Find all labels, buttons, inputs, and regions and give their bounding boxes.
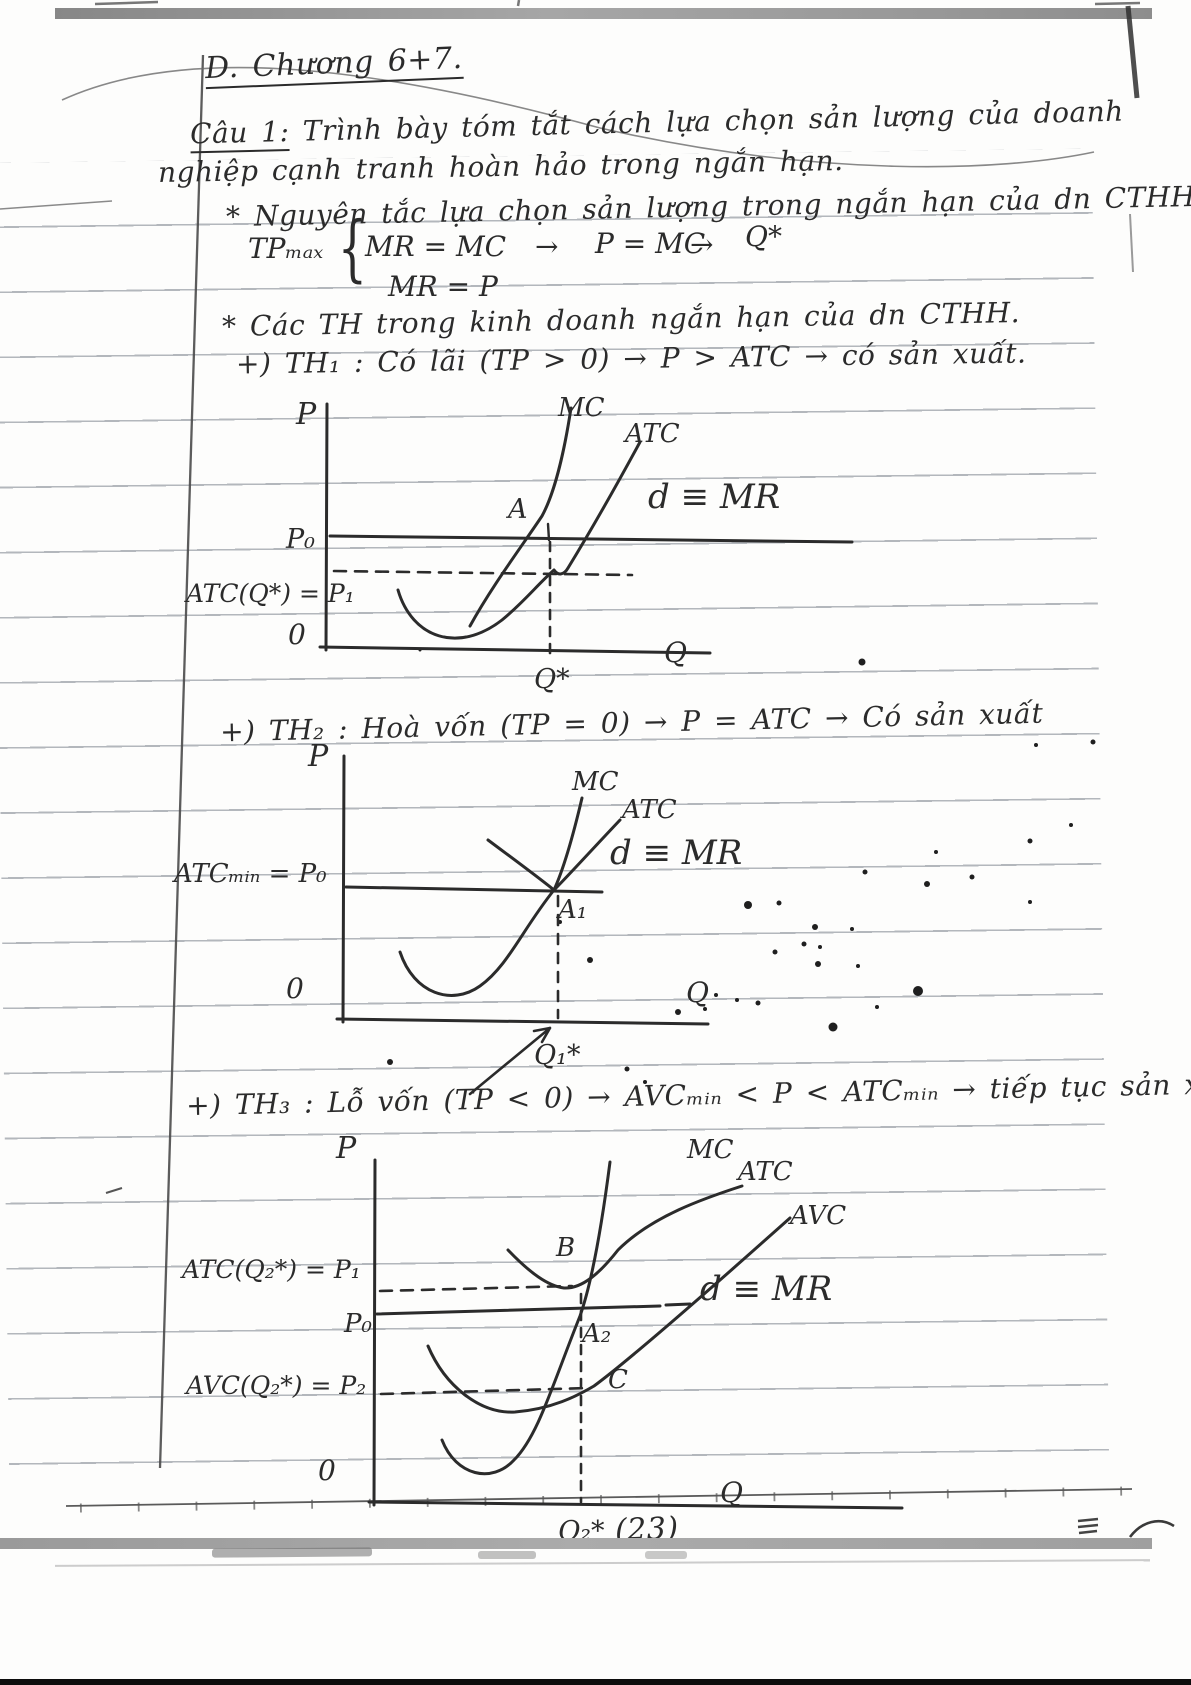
p2-dashed-line bbox=[379, 1386, 592, 1396]
p0-label: P₀ bbox=[285, 524, 315, 555]
scan-top-edge bbox=[55, 8, 1152, 19]
x-axis-label: Q bbox=[664, 636, 687, 669]
mc-curve bbox=[468, 406, 573, 628]
origin-label: 0 bbox=[318, 1454, 336, 1487]
atc-curve bbox=[486, 818, 622, 892]
atc-label: ATC bbox=[620, 795, 677, 825]
case2-chart: P MC ATC d ≡ MR ATCₘᵢₙ = P₀ A₁ 0 Q₁* Q bbox=[172, 739, 742, 1096]
origin-label: 0 bbox=[286, 972, 304, 1005]
scan-bottom-edge bbox=[0, 1538, 1152, 1549]
y-axis-label: P bbox=[307, 739, 329, 774]
binding-ticks bbox=[79, 1486, 1129, 1513]
demand-label: d ≡ MR bbox=[610, 833, 742, 873]
page-top-curve bbox=[61, 66, 1095, 168]
avc-price-label: AVC(Q₂*) = P₂ bbox=[184, 1371, 366, 1400]
y-axis bbox=[341, 754, 346, 1024]
mc-curve bbox=[440, 1160, 612, 1476]
tp-max: TPₘₐₓ bbox=[248, 232, 324, 265]
stray-pen-dash bbox=[105, 1187, 123, 1194]
p1-dashed-line bbox=[378, 1284, 574, 1293]
p0-label: P₀ bbox=[343, 1309, 372, 1339]
x-axis-label: Q bbox=[686, 976, 709, 1009]
annotation-arrow bbox=[468, 1026, 552, 1096]
point-a1-label: A₁ bbox=[556, 895, 587, 925]
page-curl-mark bbox=[1128, 1520, 1175, 1538]
avc-label: AVC bbox=[788, 1201, 846, 1231]
atc-price-label: ATC(Q₂*) = P₁ bbox=[180, 1255, 361, 1284]
ink-splatter bbox=[387, 648, 1096, 1084]
x-axis-label: Q bbox=[720, 1476, 743, 1509]
brace: { bbox=[337, 207, 368, 291]
x-axis bbox=[367, 1500, 904, 1510]
left-edge-line bbox=[0, 200, 113, 210]
demand-label: d ≡ MR bbox=[700, 1269, 832, 1309]
origin-label: 0 bbox=[288, 618, 306, 651]
case1-chart: P MC ATC d ≡ MR P₀ ATC(Q*) = P₁ A 0 Q* Q bbox=[184, 393, 854, 695]
demand-label: d ≡ MR bbox=[648, 477, 780, 517]
atc-label: ATC bbox=[736, 1157, 793, 1187]
demand-line bbox=[328, 534, 854, 544]
demand-line bbox=[375, 1302, 692, 1316]
point-c-label: C bbox=[608, 1365, 628, 1395]
condition-3: MR = P bbox=[388, 270, 498, 303]
condition-2: P = MC bbox=[595, 227, 706, 260]
right-page-edge bbox=[1125, 5, 1140, 99]
top-edge-marks bbox=[94, 0, 1141, 7]
bottom-edge-line bbox=[65, 1488, 1133, 1507]
atc-min-label: ATCₘᵢₙ = P₀ bbox=[172, 859, 327, 889]
y-axis-label: P bbox=[335, 1131, 357, 1166]
point-a2-label: A₂ bbox=[580, 1319, 611, 1349]
atc-label: ATC bbox=[623, 419, 680, 449]
y-axis bbox=[372, 1158, 377, 1507]
next-page-smudge bbox=[211, 1547, 373, 1558]
x-axis bbox=[335, 1017, 710, 1026]
case3-chart: P MC ATC AVC d ≡ MR ATC(Q₂*) = P₁ P₀ AVC… bbox=[180, 1131, 904, 1547]
point-a-label: A bbox=[505, 494, 528, 525]
avc-curve bbox=[426, 1216, 792, 1414]
next-page-smudge bbox=[478, 1551, 536, 1559]
condition-1: MR = MC bbox=[365, 230, 507, 263]
mc-curve bbox=[398, 796, 584, 997]
result-q-star: Q* bbox=[745, 220, 782, 253]
next-page-smudge bbox=[645, 1551, 687, 1559]
q-star-label: Q₁* bbox=[534, 1040, 581, 1071]
profit-max-formula: TPₘₐₓ { MR = MC → P = MC → Q* MR = P bbox=[248, 208, 848, 322]
y-axis bbox=[324, 402, 329, 652]
q-star-label: Q* bbox=[534, 664, 570, 695]
point-a-tick bbox=[546, 522, 551, 542]
atc-curve bbox=[396, 440, 642, 640]
mc-label: MC bbox=[571, 767, 619, 797]
atc-curve bbox=[506, 1184, 744, 1290]
question-label: Câu 1: bbox=[189, 114, 290, 154]
arrow-2: → bbox=[690, 228, 714, 261]
x-axis bbox=[318, 645, 712, 655]
demand-line bbox=[344, 885, 604, 894]
right-page-edge-faint bbox=[1129, 213, 1134, 273]
p1-dashed-line bbox=[332, 569, 634, 577]
ink-smudge-bars bbox=[1077, 1517, 1099, 1535]
mc-label: MC bbox=[686, 1135, 734, 1165]
atc-price-label: ATC(Q*) = P₁ bbox=[184, 579, 355, 608]
screenshot-bottom-bar bbox=[0, 1679, 1191, 1685]
arrow-1: → bbox=[535, 230, 559, 263]
y-axis-label: P bbox=[295, 397, 317, 432]
margin-line bbox=[158, 54, 205, 1469]
point-b-label: B bbox=[555, 1233, 575, 1263]
mc-label: MC bbox=[557, 393, 605, 423]
